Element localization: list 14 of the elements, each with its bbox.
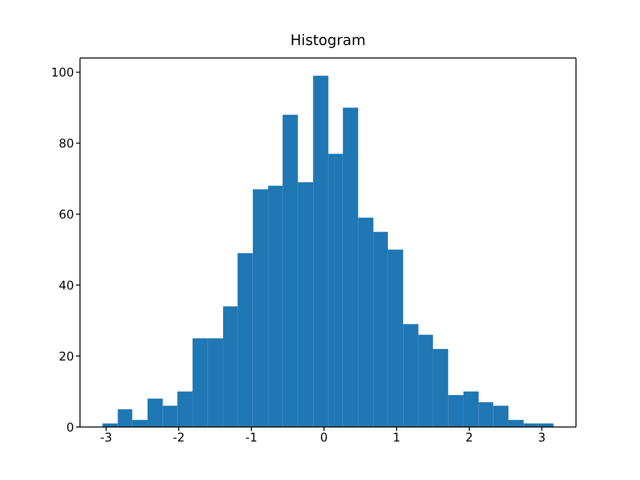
y-tick-label: 80 <box>58 136 74 150</box>
y-tick-label: 0 <box>66 420 74 434</box>
y-tick-label: 100 <box>51 65 74 80</box>
x-tick-label: 2 <box>465 430 474 445</box>
x-tick-label: -1 <box>245 430 258 445</box>
y-tick-label: 40 <box>58 278 74 292</box>
x-tick-label: -2 <box>172 430 185 445</box>
x-tick-label: 3 <box>538 430 546 445</box>
x-tick-label: -3 <box>100 430 112 445</box>
x-tick-label: 1 <box>392 430 400 445</box>
y-tick-label: 20 <box>58 349 74 364</box>
x-tick-label: 0 <box>320 430 328 445</box>
chart-title: Histogram <box>289 33 367 49</box>
y-tick-label: 60 <box>58 207 74 222</box>
